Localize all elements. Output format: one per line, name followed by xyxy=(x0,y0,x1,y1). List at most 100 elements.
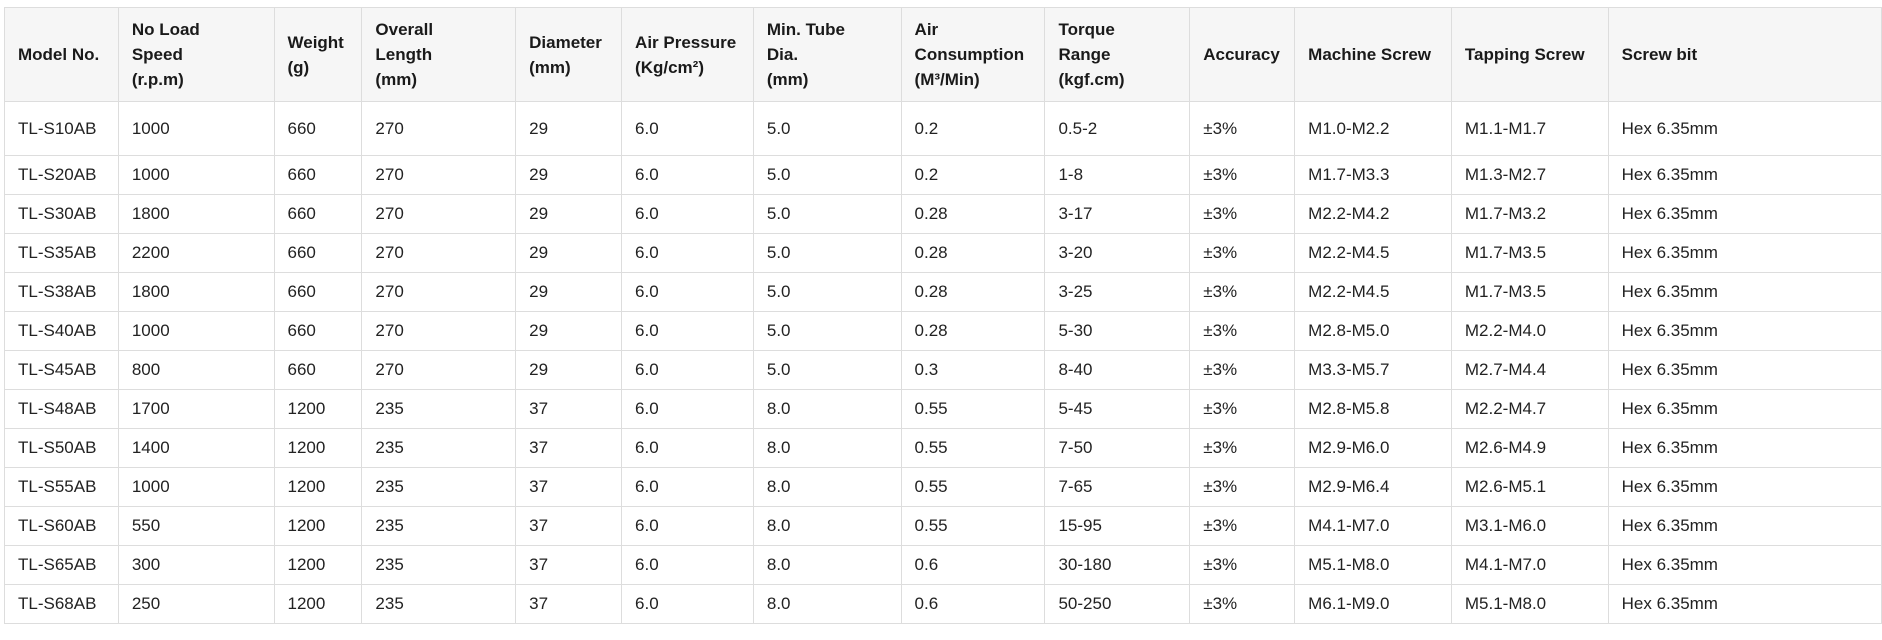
cell-model: TL-S40AB xyxy=(4,311,119,351)
cell-tube: 8.0 xyxy=(752,467,902,507)
cell-accuracy: ±3% xyxy=(1189,467,1296,507)
column-header-line: Speed xyxy=(131,45,183,64)
cell-accuracy: ±3% xyxy=(1189,272,1296,312)
column-header-diameter: Diameter (mm) xyxy=(515,7,623,102)
cell-consumption: 0.2 xyxy=(900,155,1046,195)
column-header-line: (Kg/cm²) xyxy=(635,57,704,77)
cell-consumption: 0.28 xyxy=(900,194,1046,234)
cell-tube: 8.0 xyxy=(752,428,902,468)
cell-diameter: 29 xyxy=(515,272,623,312)
cell-length: 270 xyxy=(361,350,517,390)
cell-torque: 30-180 xyxy=(1044,545,1191,585)
cell-screw-bit: Hex 6.35mm xyxy=(1607,272,1882,312)
column-header-consumption: Air Consumption (M³/Min) xyxy=(900,7,1046,102)
cell-tapping-screw: M4.1-M7.0 xyxy=(1450,545,1609,585)
table-row: TL-S38AB 1800 660 270 29 6.0 5.0 0.28 3-25 ±3% M2.… xyxy=(4,272,1882,312)
cell-torque: 7-65 xyxy=(1044,467,1191,507)
cell-model: TL-S20AB xyxy=(4,155,119,195)
cell-pressure: 6.0 xyxy=(621,101,754,156)
cell-length: 235 xyxy=(361,389,517,429)
column-header-screw-bit: Screw bit xyxy=(1607,7,1882,102)
cell-weight: 660 xyxy=(273,194,363,234)
cell-weight: 660 xyxy=(273,350,363,390)
cell-length: 270 xyxy=(361,155,517,195)
cell-diameter: 29 xyxy=(515,155,623,195)
cell-pressure: 6.0 xyxy=(621,233,754,273)
cell-model: TL-S10AB xyxy=(4,101,119,156)
cell-tapping-screw: M2.6-M5.1 xyxy=(1450,467,1609,507)
cell-speed: 1400 xyxy=(117,428,275,468)
column-header-tube: Min. Tube Dia. (mm) xyxy=(752,7,902,102)
cell-speed: 1800 xyxy=(117,194,275,234)
cell-tapping-screw: M1.7-M3.5 xyxy=(1450,233,1609,273)
column-header-line: Diameter xyxy=(529,32,602,52)
cell-model: TL-S38AB xyxy=(4,272,119,312)
cell-tapping-screw: M2.6-M4.9 xyxy=(1450,428,1609,468)
cell-pressure: 6.0 xyxy=(621,428,754,468)
column-header-line: Torque xyxy=(1058,20,1115,39)
table-row: TL-S20AB 1000 660 270 29 6.0 5.0 0.2 1-8 ±3% M1.7-… xyxy=(4,155,1882,195)
column-header-line: No Load xyxy=(131,20,200,39)
cell-pressure: 6.0 xyxy=(621,545,754,585)
cell-model: TL-S35AB xyxy=(4,233,119,273)
cell-length: 270 xyxy=(361,272,517,312)
column-header-line: Overall xyxy=(375,20,434,39)
cell-machine-screw: M1.0-M2.2 xyxy=(1294,101,1452,156)
cell-machine-screw: M2.2-M4.2 xyxy=(1294,194,1452,234)
column-header-weight: Weight (g) xyxy=(273,7,363,102)
cell-tube: 5.0 xyxy=(752,311,902,351)
column-header-accuracy: Accuracy xyxy=(1189,7,1296,102)
column-header-line: (r.p.m) xyxy=(131,70,184,89)
cell-machine-screw: M6.1-M9.0 xyxy=(1294,584,1452,624)
cell-machine-screw: M2.9-M6.0 xyxy=(1294,428,1452,468)
cell-screw-bit: Hex 6.35mm xyxy=(1607,389,1882,429)
cell-model: TL-S45AB xyxy=(4,350,119,390)
column-header-machine-screw: Machine Screw xyxy=(1294,7,1452,102)
cell-torque: 7-50 xyxy=(1044,428,1191,468)
cell-weight: 1200 xyxy=(273,389,363,429)
cell-pressure: 6.0 xyxy=(621,467,754,507)
cell-screw-bit: Hex 6.35mm xyxy=(1607,584,1882,624)
cell-screw-bit: Hex 6.35mm xyxy=(1607,506,1882,546)
cell-consumption: 0.55 xyxy=(900,389,1046,429)
cell-tapping-screw: M1.7-M3.2 xyxy=(1450,194,1609,234)
cell-pressure: 6.0 xyxy=(621,272,754,312)
column-header-line: Accuracy xyxy=(1203,45,1280,64)
cell-consumption: 0.6 xyxy=(900,584,1046,624)
column-header-line: (mm) xyxy=(375,70,417,89)
cell-accuracy: ±3% xyxy=(1189,545,1296,585)
column-header-line: (M³/Min) xyxy=(914,70,980,89)
cell-weight: 660 xyxy=(273,101,363,156)
cell-screw-bit: Hex 6.35mm xyxy=(1607,467,1882,507)
spec-table-container: Model No. No Load Speed (r.p.m) Weight (g) Ove… xyxy=(4,7,1882,624)
table-row: TL-S55AB 1000 1200 235 37 6.0 8.0 0.55 7-65 ±3% M2… xyxy=(4,467,1882,507)
cell-tube: 5.0 xyxy=(752,233,902,273)
cell-pressure: 6.0 xyxy=(621,584,754,624)
column-header-line: Model No. xyxy=(18,45,100,64)
cell-weight: 660 xyxy=(273,311,363,351)
cell-tapping-screw: M2.7-M4.4 xyxy=(1450,350,1609,390)
cell-screw-bit: Hex 6.35mm xyxy=(1607,194,1882,234)
cell-speed: 1000 xyxy=(117,311,275,351)
cell-model: TL-S55AB xyxy=(4,467,119,507)
cell-screw-bit: Hex 6.35mm xyxy=(1607,545,1882,585)
cell-screw-bit: Hex 6.35mm xyxy=(1607,101,1882,156)
cell-weight: 1200 xyxy=(273,428,363,468)
cell-speed: 1000 xyxy=(117,101,275,156)
cell-accuracy: ±3% xyxy=(1189,311,1296,351)
cell-speed: 800 xyxy=(117,350,275,390)
column-header-line: Length xyxy=(375,45,433,64)
cell-consumption: 0.28 xyxy=(900,233,1046,273)
cell-torque: 5-45 xyxy=(1044,389,1191,429)
cell-length: 235 xyxy=(361,506,517,546)
cell-model: TL-S48AB xyxy=(4,389,119,429)
cell-screw-bit: Hex 6.35mm xyxy=(1607,350,1882,390)
column-header-line: Tapping Screw xyxy=(1464,45,1585,64)
column-header-model: Model No. xyxy=(4,7,119,102)
cell-speed: 1700 xyxy=(117,389,275,429)
cell-accuracy: ±3% xyxy=(1189,350,1296,390)
column-header-line: Consumption xyxy=(914,45,1025,64)
cell-machine-screw: M3.3-M5.7 xyxy=(1294,350,1452,390)
cell-diameter: 29 xyxy=(515,311,623,351)
cell-pressure: 6.0 xyxy=(621,350,754,390)
